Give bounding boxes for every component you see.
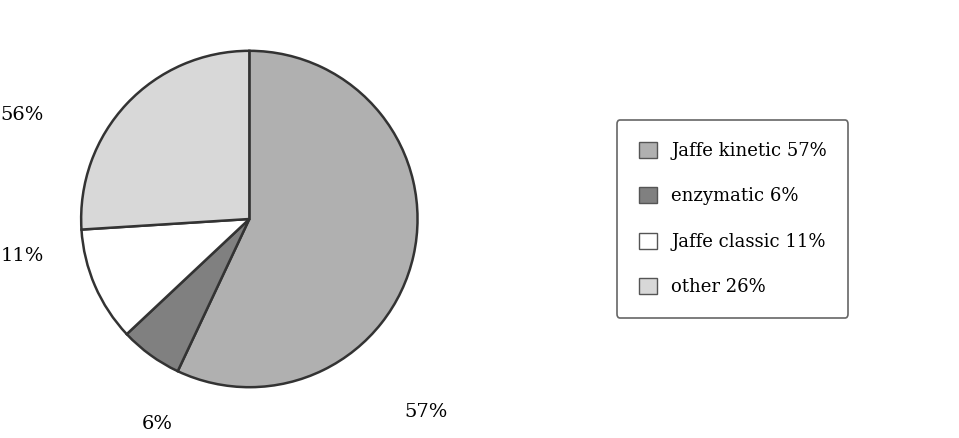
Wedge shape xyxy=(177,51,417,387)
Wedge shape xyxy=(82,219,249,334)
Text: 57%: 57% xyxy=(405,403,448,421)
Text: 6%: 6% xyxy=(141,415,173,433)
Text: 11%: 11% xyxy=(1,247,44,265)
Wedge shape xyxy=(127,219,249,371)
Legend: Jaffe kinetic 57%, enzymatic 6%, Jaffe classic 11%, other 26%: Jaffe kinetic 57%, enzymatic 6%, Jaffe c… xyxy=(617,120,849,318)
Text: 56%: 56% xyxy=(1,106,44,124)
Wedge shape xyxy=(82,51,249,230)
